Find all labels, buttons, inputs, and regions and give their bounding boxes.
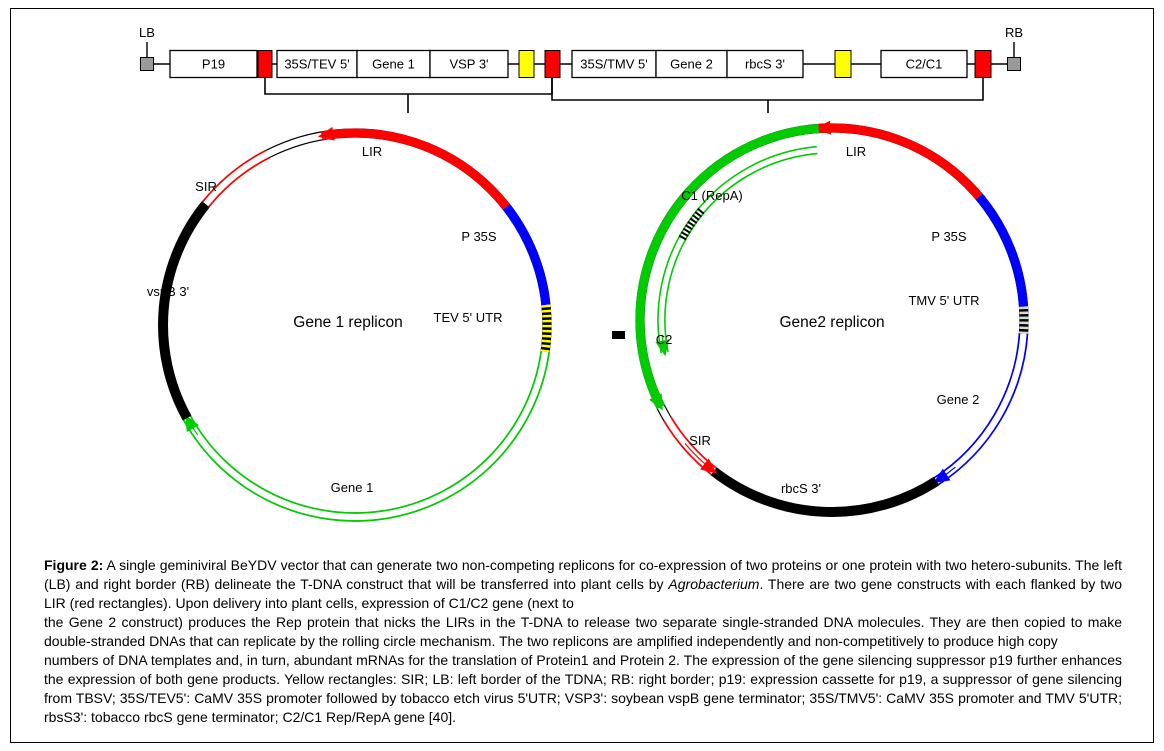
box-gene2-label: Gene 2	[670, 57, 713, 72]
caption-paragraph: the Gene 2 construct) produces the Rep p…	[44, 613, 1122, 651]
right-border-square	[1007, 57, 1021, 71]
caption-paragraph: Figure 2: A single geminiviral BeYDV vec…	[44, 556, 1122, 613]
box-vsp3-label: VSP 3'	[449, 57, 488, 72]
c1-repa-arc	[635, 124, 819, 411]
vector-diagram: LB RB P19 35S/TEV 5' Gene 1 VSP 3' 35S/T…	[139, 25, 1029, 522]
tev-utr-arc-hatch	[540, 304, 552, 353]
box-gene2	[655, 49, 728, 79]
box-35s-tev-label: 35S/TEV 5'	[284, 57, 349, 72]
rbcs3-label: rbcS 3'	[781, 481, 821, 496]
gene1-replicon: LIR P 35S TEV 5' UTR Gene 1 vspB 3' SIR …	[147, 126, 552, 522]
gene2-replicon: C1 (RepA) LIR P 35S TMV 5' UTR Gene 2 rb…	[612, 120, 1029, 517]
gene2-arc-inner	[933, 333, 1021, 479]
box-c2c1-label: C2/C1	[906, 57, 943, 72]
sir-label-left: SIR	[195, 179, 217, 194]
caption-segment: Figure 2:	[44, 557, 104, 573]
left-border-square	[140, 57, 154, 71]
lir-box-3	[974, 50, 992, 78]
nick-site-mark	[612, 331, 625, 339]
gene1-replicon-title: Gene 1 replicon	[293, 314, 402, 331]
gene1-direction-arrow	[185, 414, 200, 436]
lir-label-right: LIR	[846, 144, 866, 159]
sir-label-right: SIR	[689, 433, 711, 448]
gene2-label: Gene 2	[937, 392, 980, 407]
lb-label: LB	[139, 25, 155, 40]
sir-box-1	[518, 50, 535, 78]
sir-arc-outer-left	[202, 149, 267, 203]
lir-arc-right	[814, 120, 983, 200]
sir-direction-arrow-right	[684, 443, 717, 474]
rbcs3-terminator-arc	[710, 467, 940, 517]
gene2-replicon-title: Gene2 replicon	[779, 314, 884, 331]
p35s-label-right: P 35S	[931, 229, 967, 244]
c1-repa-label: C1 (RepA)	[681, 188, 742, 203]
vspb3-terminator-arc	[158, 201, 210, 421]
box-c2c1	[880, 49, 968, 79]
c2-direction-arrow	[655, 334, 670, 357]
p35s-promoter-arc-left	[502, 204, 551, 306]
bracket-left-replicon	[264, 77, 553, 95]
lir-arc-left	[317, 126, 510, 210]
caption-segment: Agrobacterium	[668, 576, 760, 593]
lir-box-2	[544, 50, 561, 78]
caption-segment: . There are two gene constructs with eac…	[44, 576, 1122, 612]
gene2-direction-arrow	[933, 466, 956, 484]
vspb3-label: vspB 3'	[147, 284, 189, 299]
caption-paragraph: numbers of DNA templates and, in turn, a…	[44, 651, 1122, 727]
box-rbcs3	[726, 49, 804, 79]
sir-arc-inner-left	[208, 156, 270, 208]
gene1-label: Gene 1	[331, 480, 374, 495]
p35s-label-left: P 35S	[461, 229, 497, 244]
box-p19-label: P19	[202, 57, 225, 72]
bracket-right-replicon	[551, 77, 984, 101]
linear-construct: LB RB P19 35S/TEV 5' Gene 1 VSP 3' 35S/T…	[139, 25, 1023, 113]
box-p19	[169, 49, 258, 79]
figure-caption: Figure 2: A single geminiviral BeYDV vec…	[44, 556, 1122, 727]
box-rbcs3-label: rbcS 3'	[745, 57, 785, 72]
box-vsp3	[429, 49, 509, 79]
sir-box-2	[834, 50, 852, 78]
p35s-promoter-arc-right	[975, 193, 1028, 307]
caption-segment: the Gene 2 construct) produces the Rep p…	[44, 614, 1122, 650]
c2-intron-hatch	[677, 207, 705, 242]
tmv-utr-label: TMV 5' UTR	[908, 293, 979, 308]
rb-label: RB	[1005, 25, 1023, 40]
gene1-arc-inner	[189, 351, 543, 514]
c2-label: C2	[656, 332, 673, 347]
caption-segment: A single geminiviral BeYDV vector that c…	[44, 557, 1122, 593]
box-gene1-label: Gene 1	[372, 57, 415, 72]
box-35s-tev	[276, 49, 358, 79]
lir-box-1	[257, 50, 273, 78]
caption-segment: numbers of DNA templates and, in turn, a…	[44, 652, 1122, 726]
tev-utr-label: TEV 5' UTR	[434, 310, 503, 325]
box-35s-tmv	[571, 49, 657, 79]
gene2-arc-outer	[938, 333, 1029, 486]
box-35s-tmv-label: 35S/TMV 5'	[580, 57, 648, 72]
lir-label-left: LIR	[362, 144, 382, 159]
gene1-arc-outer	[182, 352, 550, 522]
